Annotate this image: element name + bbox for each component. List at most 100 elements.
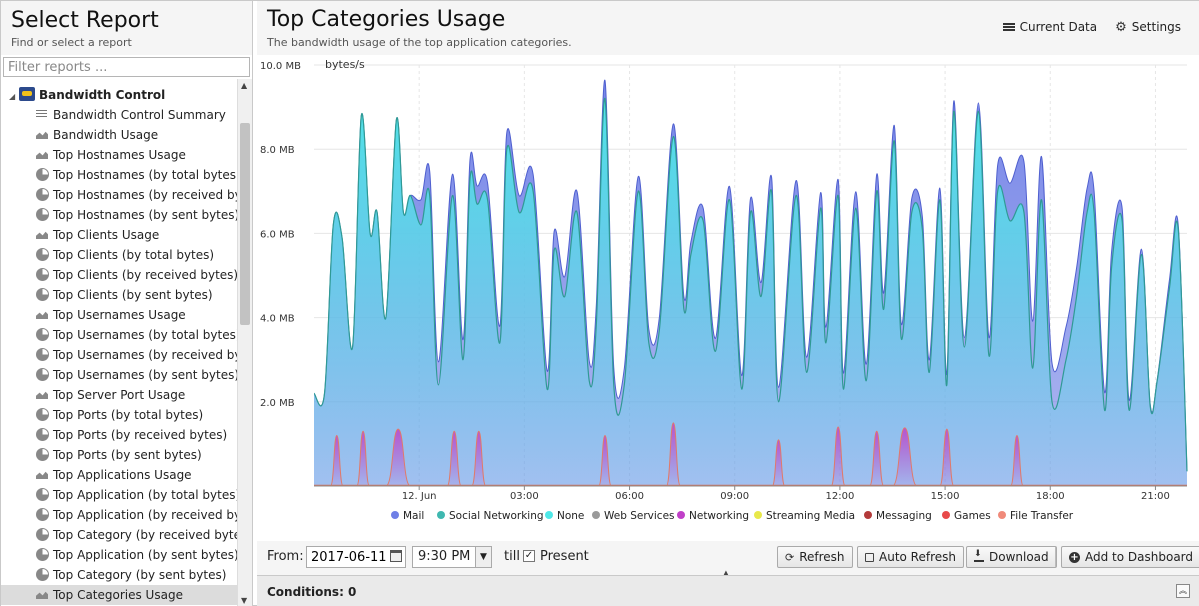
sidebar-report-label: Top Server Port Usage	[53, 388, 186, 402]
download-button[interactable]: Download	[966, 546, 1057, 568]
y-tick-label: 10.0 MB	[260, 61, 301, 72]
calendar-icon[interactable]	[390, 550, 402, 562]
sidebar-report-item[interactable]: Top Usernames (by received bytes)	[1, 345, 237, 365]
sidebar-report-item[interactable]: Top Clients (by sent bytes)	[1, 285, 237, 305]
sidebar-report-item[interactable]: Top Category (by received bytes)	[1, 525, 237, 545]
sidebar-report-item[interactable]: Top Usernames (by sent bytes)	[1, 365, 237, 385]
sidebar-scrollbar[interactable]: ▲ ▼	[237, 79, 252, 606]
sidebar-report-label: Top Category (by sent bytes)	[53, 568, 227, 582]
legend-marker	[437, 511, 445, 519]
pie-chart-icon	[35, 188, 49, 201]
checkbox-icon	[865, 552, 874, 562]
expand-conditions-icon[interactable]: ︽	[1176, 584, 1190, 598]
pie-chart-icon	[35, 448, 49, 461]
sidebar-report-item[interactable]: Top Ports (by received bytes)	[1, 425, 237, 445]
list-icon	[1002, 22, 1015, 32]
sidebar-report-item[interactable]: Top Usernames Usage	[1, 305, 237, 325]
x-tick-label: 09:00	[720, 491, 749, 502]
legend-marker	[391, 511, 399, 519]
area-chart-icon	[35, 308, 49, 320]
series-networking-spike	[1010, 434, 1024, 487]
chevron-down-icon[interactable]: ▼	[475, 547, 491, 567]
sidebar-report-item[interactable]: Top Hostnames (by received byte...	[1, 185, 237, 205]
y-tick-label: 4.0 MB	[260, 314, 295, 325]
legend-marker	[545, 511, 553, 519]
sidebar-report-item[interactable]: Top Hostnames (by sent bytes)	[1, 205, 237, 225]
sidebar-report-label: Top Ports (by total bytes)	[53, 408, 204, 422]
series-networking-spike	[471, 430, 487, 487]
pie-chart-icon	[35, 168, 49, 181]
sidebar-report-item[interactable]: Bandwidth Usage	[1, 125, 237, 145]
series-networking-spike	[329, 434, 344, 487]
legend-marker	[592, 511, 600, 519]
tree-group-label: Bandwidth Control	[39, 88, 166, 102]
area-chart-icon	[35, 148, 49, 160]
sidebar-report-item[interactable]: Top Hostnames Usage	[1, 145, 237, 165]
sidebar-title: Select Report	[11, 8, 159, 33]
collapse-triangle-icon[interactable]: ◢	[9, 92, 16, 101]
legend-label: Social Networking	[449, 510, 544, 522]
x-tick-label: 12:00	[825, 491, 854, 502]
list-icon	[35, 108, 49, 120]
add-to-dashboard-button[interactable]: + Add to Dashboard	[1061, 546, 1199, 568]
sidebar-report-item[interactable]: Top Ports (by total bytes)	[1, 405, 237, 425]
sidebar-report-item[interactable]: Top Application (by sent bytes)	[1, 545, 237, 565]
filter-reports-input[interactable]	[3, 57, 250, 77]
conditions-bar[interactable]: Conditions: 0 ︽	[257, 575, 1199, 606]
pie-chart-icon	[35, 408, 49, 421]
report-title: Top Categories Usage	[267, 7, 506, 32]
sidebar-report-label: Bandwidth Control Summary	[53, 108, 226, 122]
series-networking-spike	[939, 428, 955, 487]
sidebar-header: Select Report Find or select a report	[1, 1, 252, 55]
legend-label: Networking	[689, 510, 749, 522]
scroll-up-arrow-icon[interactable]: ▲	[241, 81, 248, 90]
sidebar-report-label: Top Ports (by sent bytes)	[53, 448, 202, 462]
series-networking-spike	[356, 430, 370, 487]
pie-chart-icon	[35, 288, 49, 301]
pie-chart-icon	[35, 208, 49, 221]
collapse-splitter-icon[interactable]: ▲	[723, 569, 729, 577]
x-tick-label: 21:00	[1141, 491, 1170, 502]
sidebar-report-item[interactable]: Top Application (by total bytes)	[1, 485, 237, 505]
sidebar-report-item[interactable]: Top Clients (by received bytes)	[1, 265, 237, 285]
sidebar-report-item[interactable]: Top Category (by sent bytes)	[1, 565, 237, 585]
sidebar-report-item[interactable]: Top Clients (by total bytes)	[1, 245, 237, 265]
sidebar-report-item[interactable]: Top Application (by received bytes)	[1, 505, 237, 525]
sidebar-report-item[interactable]: Top Hostnames (by total bytes)	[1, 165, 237, 185]
from-label: From:	[267, 549, 304, 564]
pie-chart-icon	[35, 488, 49, 501]
from-time-select[interactable]: 9:30 PM ▼	[412, 546, 492, 568]
scrollbar-thumb[interactable]	[240, 123, 250, 325]
pie-chart-icon	[35, 548, 49, 561]
refresh-button[interactable]: ⟳ Refresh	[777, 546, 853, 568]
present-label: Present	[540, 549, 589, 564]
settings-button[interactable]: ⚙ Settings	[1115, 20, 1181, 34]
toolbar-divider	[1055, 547, 1056, 567]
from-date-input[interactable]	[306, 546, 406, 568]
auto-refresh-button[interactable]: Auto Refresh	[857, 546, 964, 568]
sidebar-report-label: Top Hostnames (by total bytes)	[53, 168, 237, 182]
sidebar-report-item[interactable]: Top Server Port Usage	[1, 385, 237, 405]
x-tick-label: 06:00	[615, 491, 644, 502]
sidebar-report-item[interactable]: Top Categories Usage	[1, 585, 237, 605]
pie-chart-icon	[35, 428, 49, 441]
current-data-button[interactable]: Current Data	[1002, 20, 1097, 34]
sidebar-report-label: Top Applications Usage	[53, 468, 192, 482]
refresh-icon: ⟳	[785, 550, 795, 564]
legend-label: Games	[954, 510, 991, 522]
sidebar-report-label: Top Hostnames (by sent bytes)	[53, 208, 237, 222]
present-checkbox[interactable]: ✓	[523, 550, 535, 562]
sidebar-report-item[interactable]: Top Usernames (by total bytes)	[1, 325, 237, 345]
sidebar-report-item[interactable]: Top Ports (by sent bytes)	[1, 445, 237, 465]
y-tick-label: 8.0 MB	[260, 145, 295, 156]
sidebar-report-item[interactable]: Bandwidth Control Summary	[1, 105, 237, 125]
sidebar-report-label: Top Hostnames (by received byte...	[53, 188, 237, 202]
sidebar-report-item[interactable]: Top Clients Usage	[1, 225, 237, 245]
scroll-down-arrow-icon[interactable]: ▼	[241, 596, 248, 605]
tree-group-bandwidth-control[interactable]: ◢ Bandwidth Control	[1, 85, 237, 105]
report-sidebar: Select Report Find or select a report ◢ B…	[1, 1, 253, 606]
series-mail-line	[313, 79, 1188, 472]
sidebar-report-label: Top Clients (by total bytes)	[53, 248, 215, 262]
sidebar-report-item[interactable]: Top Applications Usage	[1, 465, 237, 485]
area-chart-icon	[35, 128, 49, 140]
